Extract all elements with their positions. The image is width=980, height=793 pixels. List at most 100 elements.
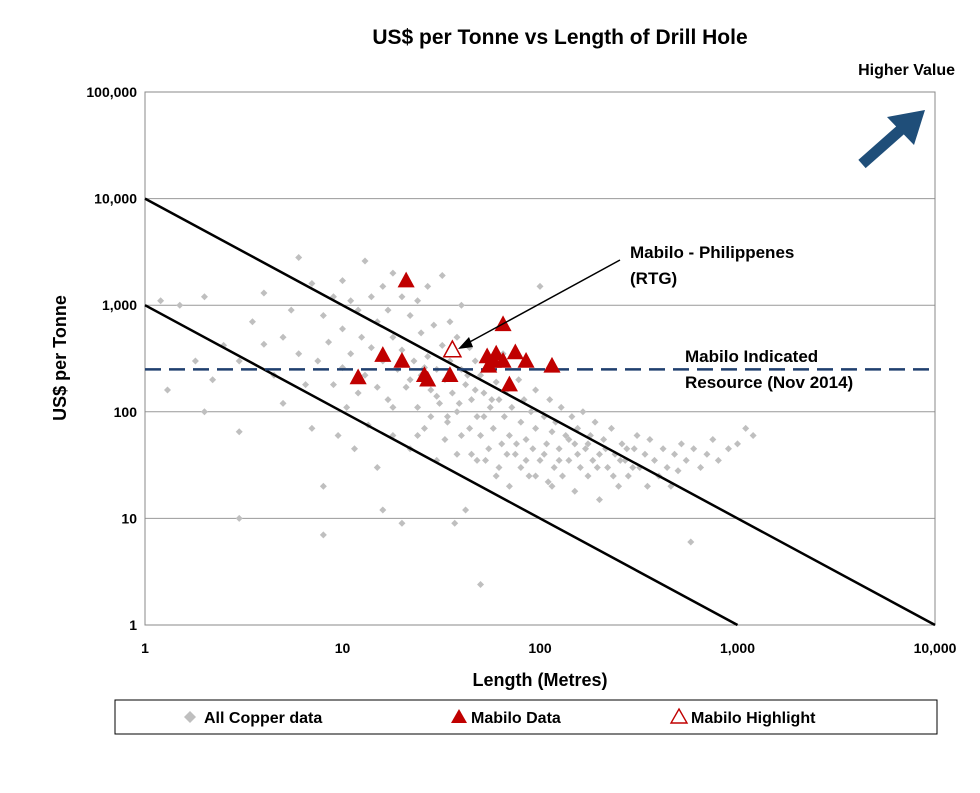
copper-data-point [543, 440, 551, 448]
copper-data-point [571, 487, 579, 495]
copper-data-point [389, 333, 397, 341]
copper-data-point [495, 464, 503, 472]
copper-data-point [406, 376, 414, 384]
copper-data-point [235, 428, 243, 436]
copper-data-point [453, 408, 461, 416]
copper-data-point [420, 424, 428, 432]
copper-data-point [295, 254, 303, 262]
copper-data-point [697, 464, 705, 472]
copper-data-point [260, 289, 268, 297]
copper-data-point [690, 445, 698, 453]
copper-data-point [595, 496, 603, 504]
copper-data-point [402, 383, 410, 391]
copper-data-point [651, 456, 659, 464]
copper-data-point [471, 357, 479, 365]
copper-data-point [624, 472, 632, 480]
copper-data-point [325, 338, 333, 346]
copper-data-point [500, 413, 508, 421]
mabilo-data-point [506, 343, 524, 360]
copper-data-point [455, 399, 463, 407]
copper-data-point [488, 396, 496, 404]
y-axis-title: US$ per Tonne [50, 295, 70, 421]
legend-open-triangle-icon [669, 707, 689, 724]
higher-value-label: Higher Value [858, 62, 955, 79]
copper-data-point [609, 472, 617, 480]
resource-label-line2: Resource (Nov 2014) [685, 373, 853, 392]
copper-data-point [522, 456, 530, 464]
copper-data-point [517, 464, 525, 472]
copper-data-point [414, 403, 422, 411]
copper-data-point [453, 333, 461, 341]
copper-data-point [235, 514, 243, 522]
copper-data-point [548, 482, 556, 490]
points-layer [157, 254, 757, 588]
copper-data-point [595, 450, 603, 458]
highlight-annotation: Mabilo - Philippenes (RTG) [458, 243, 794, 349]
copper-data-point [532, 472, 540, 480]
copper-data-point [579, 408, 587, 416]
copper-data-point [443, 413, 451, 421]
copper-data-point [495, 396, 503, 404]
copper-data-point [546, 396, 554, 404]
copper-data-point [468, 396, 476, 404]
copper-data-point [466, 424, 474, 432]
copper-data-point [536, 282, 544, 290]
copper-data-point [339, 325, 346, 333]
copper-data-point [682, 456, 690, 464]
copper-data-point [557, 403, 565, 411]
copper-data-point [480, 389, 488, 397]
copper-data-point [358, 333, 366, 341]
x-tick-label: 10 [335, 640, 351, 656]
copper-data-point [347, 297, 355, 305]
copper-data-point [334, 431, 342, 439]
mabilo-data-point [494, 351, 512, 368]
copper-data-point [414, 297, 422, 305]
copper-data-point [618, 440, 626, 448]
copper-data-point [630, 445, 638, 453]
copper-data-point [559, 472, 567, 480]
mabilo-data-point [397, 271, 415, 288]
copper-data-point [687, 538, 695, 546]
copper-data-point [279, 333, 287, 341]
y-tick-label: 1,000 [102, 297, 137, 313]
copper-data-point [600, 435, 608, 443]
copper-data-point [544, 478, 552, 486]
copper-data-point [593, 464, 601, 472]
y-tick-label: 100,000 [86, 84, 137, 100]
legend-label-all-copper: All Copper data [204, 710, 322, 727]
copper-data-point [742, 424, 750, 432]
copper-data-point [389, 403, 397, 411]
copper-data-point [565, 456, 573, 464]
copper-data-point [427, 386, 435, 394]
legend-triangle-icon [451, 709, 467, 723]
copper-data-point [367, 344, 375, 352]
copper-data-point [633, 431, 641, 439]
axis-ticks: 1 10 100 1,000 10,000 100,000 1 10 100 1,000 10,00… [86, 84, 956, 656]
copper-data-point [503, 450, 511, 458]
mabilo-data-point [487, 344, 505, 361]
highlight-label-line2: (RTG) [630, 269, 677, 288]
copper-data-point [568, 413, 576, 421]
legend-label-mabilo: Mabilo Data [471, 710, 561, 727]
mabilo-data-point [374, 346, 392, 362]
copper-data-point [582, 445, 590, 453]
upper-diagonal-line [144, 197, 936, 627]
copper-data-point [477, 580, 485, 588]
copper-data-point [512, 440, 520, 448]
copper-data-point [446, 318, 454, 326]
copper-data-point [200, 408, 208, 416]
copper-data-point [532, 386, 540, 394]
copper-data-point [616, 456, 624, 464]
highlight-pointer-arrowhead [458, 337, 473, 349]
copper-data-point [436, 399, 444, 407]
copper-data-point [373, 383, 381, 391]
y-tick-label: 100 [114, 404, 138, 420]
legend: All Copper data Mabilo Data Mabilo Highl… [114, 699, 938, 735]
copper-data-point [550, 464, 558, 472]
copper-data-point [574, 450, 582, 458]
x-tick-label: 1,000 [720, 640, 755, 656]
copper-data-point [555, 445, 563, 453]
copper-data-point [734, 440, 741, 448]
copper-data-point [373, 464, 381, 472]
